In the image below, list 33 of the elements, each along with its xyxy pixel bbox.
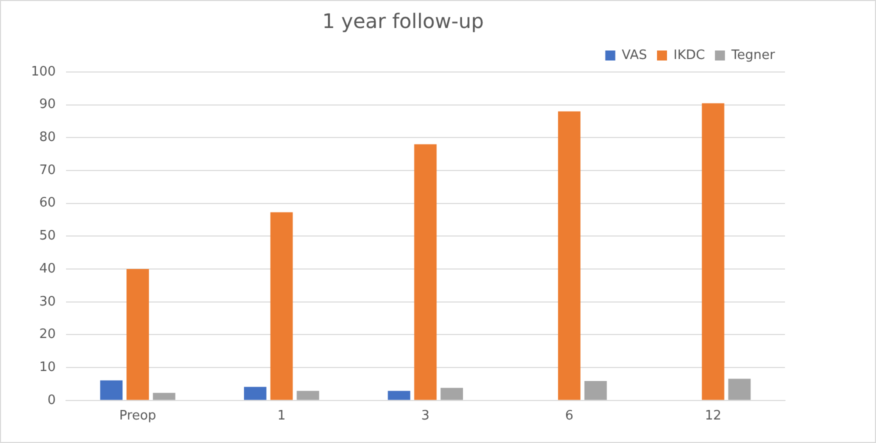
y-tick-label: 90 bbox=[39, 97, 56, 112]
bar bbox=[296, 390, 320, 400]
y-tick-label: 80 bbox=[39, 130, 56, 146]
bar bbox=[270, 212, 293, 400]
bar bbox=[388, 390, 410, 400]
bar bbox=[100, 380, 123, 400]
legend-label: VAS bbox=[622, 48, 647, 63]
y-tick-label: 10 bbox=[39, 360, 56, 375]
y-tick-label: 0 bbox=[48, 392, 56, 408]
bar bbox=[152, 392, 176, 400]
legend-label: Tegner bbox=[730, 48, 776, 63]
y-tick-label: 20 bbox=[39, 327, 56, 342]
x-tick-label: 1 bbox=[277, 408, 286, 424]
y-tick-label: 50 bbox=[39, 228, 56, 244]
y-tick-label: 40 bbox=[39, 261, 56, 276]
bar bbox=[414, 144, 437, 400]
bar bbox=[440, 388, 463, 400]
bar bbox=[584, 381, 607, 400]
y-tick-label: 30 bbox=[39, 294, 56, 310]
x-tick-label: 3 bbox=[421, 408, 430, 424]
x-tick-label: 6 bbox=[565, 408, 574, 424]
bar bbox=[244, 386, 266, 400]
x-tick-label: Preop bbox=[119, 408, 156, 424]
y-tick-label: 60 bbox=[39, 196, 56, 211]
chart-title: 1 year follow-up bbox=[322, 9, 484, 34]
bar bbox=[702, 103, 724, 400]
x-tick-label: 12 bbox=[704, 408, 722, 424]
bar bbox=[126, 269, 149, 400]
bar bbox=[728, 378, 751, 400]
y-tick-label: 70 bbox=[39, 162, 56, 178]
legend-label: IKDC bbox=[673, 48, 705, 63]
bar bbox=[558, 111, 580, 400]
y-tick-label: 100 bbox=[30, 64, 56, 80]
